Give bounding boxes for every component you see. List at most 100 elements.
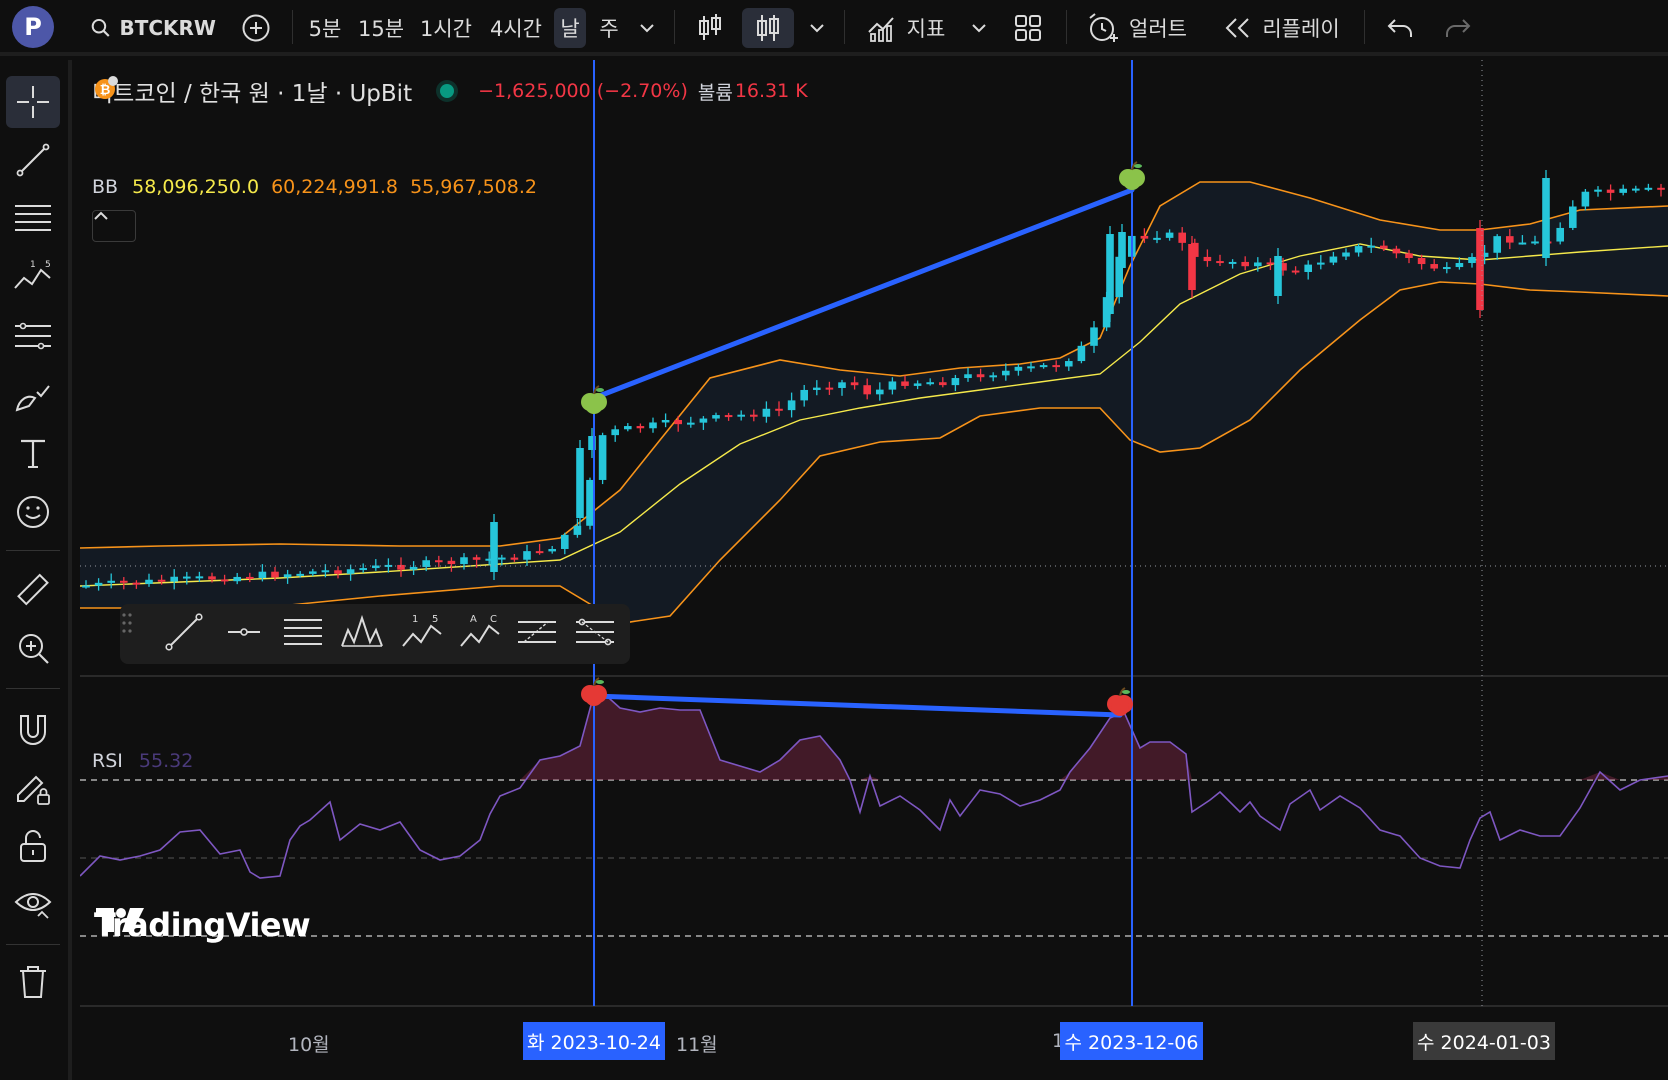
candle-body: [1039, 365, 1048, 368]
bb-fill: [80, 182, 1668, 622]
trendline-tool[interactable]: [6, 134, 60, 186]
stay-in-drawing-mode[interactable]: [6, 762, 60, 814]
bb-legend[interactable]: BB 58,096,250.0 60,224,991.8 55,967,508.…: [92, 176, 537, 198]
interval-4h[interactable]: 4시간: [489, 17, 542, 41]
ruler-icon: [17, 573, 49, 606]
price-change: −1,625,000 (−2.70%): [478, 80, 688, 102]
tradingview-watermark[interactable]: TradingView: [94, 906, 311, 944]
candle-body: [838, 382, 846, 388]
indicators-dropdown[interactable]: [964, 8, 994, 48]
chart-canvas[interactable]: [80, 60, 1668, 1080]
interval-1d[interactable]: 날: [554, 8, 586, 48]
crosshair-date-label-1: 화 2023-10-24: [523, 1022, 665, 1060]
panel-horizontal-ray-tool[interactable]: [224, 612, 270, 656]
emoji-tool[interactable]: [6, 486, 60, 538]
text-tool[interactable]: [6, 428, 60, 480]
interval-1w[interactable]: 주: [599, 17, 619, 41]
collapse-legend-button[interactable]: [92, 210, 136, 242]
layout-button[interactable]: [1006, 8, 1050, 48]
candle-body: [157, 579, 166, 582]
candle-body: [737, 414, 745, 417]
axis-month-nov: 11월: [676, 1034, 718, 1056]
redo-button[interactable]: [1436, 8, 1480, 48]
candle-body: [636, 426, 645, 429]
candle-body: [1493, 236, 1501, 253]
symbol-label: BTCKRW: [119, 16, 216, 40]
drag-handle[interactable]: [122, 612, 144, 656]
rsi-overbought-fill: [870, 776, 880, 780]
candle-body: [384, 564, 393, 567]
green-apple-marker: [1123, 172, 1141, 190]
indicators-button[interactable]: 지표: [858, 8, 954, 48]
panel-pattern-tool[interactable]: [340, 612, 386, 656]
horizontal-lines-icon: [15, 205, 51, 231]
volume-value: 16.31 K: [734, 80, 808, 102]
market-status-dot[interactable]: [440, 84, 455, 98]
interval-5m[interactable]: 5분: [308, 17, 342, 41]
candle-body: [283, 574, 292, 578]
indicators-label: 지표: [906, 17, 946, 41]
eye-icon: [14, 893, 52, 919]
candle-body: [624, 426, 632, 430]
search-icon: [91, 18, 110, 37]
alert-button[interactable]: 얼러트: [1080, 8, 1194, 48]
candle-body: [510, 557, 519, 560]
rsi-legend[interactable]: RSI 55.32: [92, 750, 193, 772]
rsi-value: 55.32: [138, 750, 194, 772]
candle-body: [498, 557, 506, 560]
interval-15m[interactable]: 15분: [357, 17, 405, 41]
bb-basis-value: 58,096,250.0: [132, 176, 260, 198]
candle-body: [447, 560, 456, 565]
grid-layout-icon: [1015, 15, 1041, 41]
panel-trendline-tool[interactable]: [164, 612, 210, 656]
interval-1h[interactable]: 1시간: [419, 17, 472, 41]
candle-body: [1274, 256, 1282, 296]
bb-upper-value: 60,224,991.8: [271, 176, 399, 198]
candle-body: [1644, 187, 1653, 190]
candle-style-button[interactable]: [742, 8, 794, 48]
candle-body: [1405, 253, 1413, 259]
candle-body: [750, 414, 758, 417]
interval-dropdown[interactable]: [632, 8, 662, 48]
undo-button[interactable]: [1378, 8, 1422, 48]
candle-body: [195, 576, 204, 579]
grip-dots-icon: [122, 613, 132, 633]
candle-body: [1354, 246, 1363, 253]
panel-range-tool[interactable]: [574, 612, 620, 656]
rsi-overbought-fill: [660, 708, 680, 780]
brush-tool[interactable]: [6, 370, 60, 422]
magnet-tool[interactable]: [6, 704, 60, 756]
user-avatar[interactable]: P: [12, 6, 54, 48]
panel-fib-tool[interactable]: [282, 612, 328, 656]
replay-button[interactable]: 리플레이: [1214, 8, 1350, 48]
candle-body: [523, 551, 531, 560]
candle-body: [346, 569, 355, 574]
zoom-tool[interactable]: [6, 622, 60, 674]
chart-area[interactable]: ₿ 비트코인 / 한국 원 · 1날 · UpBit −1,625,000 (−…: [80, 60, 1668, 1080]
symbol-search-button[interactable]: BTCKRW: [86, 8, 216, 48]
compare-symbol-button[interactable]: [236, 8, 276, 48]
lock-drawings[interactable]: [6, 820, 60, 872]
bar-style-button[interactable]: [688, 8, 732, 48]
panel-forecast-tool[interactable]: [516, 612, 562, 656]
candle-body: [825, 387, 834, 390]
fib-tool[interactable]: [6, 192, 60, 244]
measure-tool[interactable]: [6, 564, 60, 616]
svg-text:5: 5: [432, 614, 438, 625]
svg-text:C: C: [490, 614, 497, 625]
crosshair-tool[interactable]: [6, 76, 60, 128]
bb-basis-line: [80, 243, 1668, 587]
candle-body: [1140, 235, 1149, 239]
hide-drawings[interactable]: [6, 878, 60, 930]
remove-drawings[interactable]: [6, 956, 60, 1008]
forecast-tool[interactable]: [6, 310, 60, 362]
volume-label: 볼륨: [697, 81, 733, 104]
candle-body: [687, 422, 695, 425]
candlestick-icon: [757, 15, 779, 41]
candle-body: [271, 571, 279, 578]
chart-style-dropdown[interactable]: [802, 8, 832, 48]
